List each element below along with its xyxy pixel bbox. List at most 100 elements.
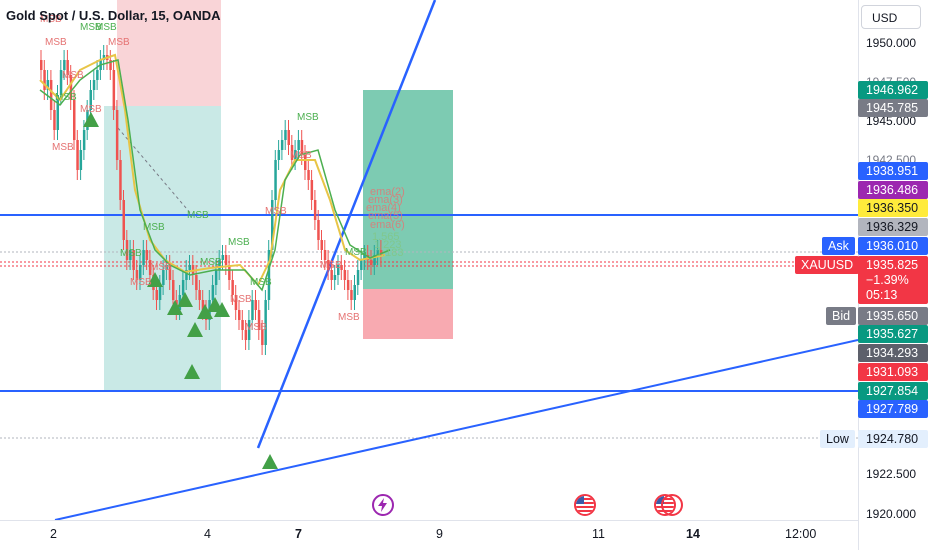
msb-label: MSB bbox=[245, 322, 267, 333]
msb-label: MSB bbox=[290, 150, 312, 161]
candle-body bbox=[353, 285, 356, 300]
candle-body bbox=[218, 260, 221, 270]
candle-body bbox=[56, 95, 59, 130]
moving-average-yellow bbox=[39, 53, 386, 287]
candle-body bbox=[267, 250, 271, 300]
price-label-hline: 1927.789 bbox=[858, 400, 928, 418]
msb-label: MSB bbox=[187, 210, 209, 221]
candle-body bbox=[274, 160, 277, 200]
candle-body bbox=[231, 280, 234, 295]
symbol-title[interactable]: Gold Spot / U.S. Dollar, 15, OANDA bbox=[6, 8, 221, 23]
time-label: 12:00 bbox=[785, 527, 817, 541]
price-label: 1934.293 bbox=[858, 344, 928, 362]
msb-label: MSB bbox=[45, 37, 67, 48]
msb-label: MSB bbox=[228, 237, 250, 248]
price-label: 1935.627 bbox=[858, 325, 928, 343]
candle-body bbox=[304, 155, 307, 170]
candle-body bbox=[79, 150, 83, 170]
time-axis[interactable] bbox=[0, 520, 858, 550]
msb-label: MSB bbox=[265, 206, 287, 217]
candle-body bbox=[234, 295, 238, 310]
candle-body bbox=[115, 110, 119, 160]
candle-body bbox=[241, 320, 244, 330]
candle-body bbox=[224, 255, 228, 265]
price-label: 1936.329 bbox=[858, 218, 928, 236]
red-zone-top bbox=[117, 0, 221, 106]
candle-body bbox=[251, 300, 254, 320]
price-label: 1936.486 bbox=[858, 181, 928, 199]
msb-label: MSB bbox=[108, 37, 130, 48]
candle-body bbox=[142, 250, 145, 265]
long-position-loss[interactable] bbox=[363, 289, 453, 339]
candle-body bbox=[155, 290, 158, 300]
candle-body bbox=[287, 130, 290, 145]
candle-body bbox=[145, 250, 149, 260]
msb-labels: MSBMSBMSBMSBMSBMSBMSBMSBMSBMSBMSBMSBMSBM… bbox=[40, 14, 367, 333]
bid-price-label: 1935.650 bbox=[858, 307, 928, 325]
candle-body bbox=[280, 140, 284, 150]
us-flag-event-icon[interactable] bbox=[574, 494, 596, 516]
price-tick: 1922.500 bbox=[866, 467, 917, 481]
candle-body bbox=[307, 170, 310, 180]
trendline-rising[interactable] bbox=[54, 339, 858, 520]
candle-body bbox=[129, 250, 132, 260]
candle-body bbox=[360, 260, 363, 270]
candle-body bbox=[379, 250, 383, 255]
bar-countdown: 05:13 bbox=[866, 288, 898, 302]
candle-body bbox=[257, 310, 261, 330]
candle-body bbox=[238, 310, 241, 320]
candle-body bbox=[122, 200, 125, 240]
buy-triangle-icon bbox=[167, 300, 183, 315]
event-icon-stack[interactable] bbox=[661, 494, 683, 516]
candle-body bbox=[53, 110, 56, 130]
low-price-label: 1924.780 bbox=[858, 430, 928, 448]
candle-body bbox=[333, 275, 337, 280]
ask-price-label: 1936.010 bbox=[858, 237, 928, 255]
currency-button[interactable]: USD bbox=[861, 5, 921, 29]
candle-body bbox=[195, 275, 198, 290]
price-chart[interactable]: MSBMSBMSBMSBMSBMSBMSBMSBMSBMSBMSBMSBMSBM… bbox=[0, 0, 858, 520]
msb-label: MSB bbox=[95, 22, 117, 33]
msb-label: MSB bbox=[297, 112, 319, 123]
candle-body bbox=[350, 290, 353, 300]
candle-body bbox=[343, 270, 347, 280]
candle-body bbox=[320, 240, 323, 250]
candle-body bbox=[363, 255, 366, 260]
candle-body bbox=[172, 280, 175, 300]
svg-text:ema(6): ema(6) bbox=[370, 219, 405, 231]
msb-label: MSB bbox=[80, 104, 102, 115]
msb-label: MSB bbox=[320, 260, 342, 271]
candle-body bbox=[356, 270, 360, 285]
svg-text:1.183: 1.183 bbox=[376, 247, 404, 259]
buy-signal-markers bbox=[83, 112, 278, 469]
candle-body bbox=[119, 160, 122, 200]
candle-body bbox=[40, 60, 43, 70]
candle-body bbox=[125, 240, 129, 260]
lightning-event-icon[interactable] bbox=[372, 494, 394, 516]
msb-label: MSB bbox=[338, 312, 360, 323]
candle-body bbox=[139, 265, 142, 280]
candle-body bbox=[340, 265, 343, 270]
svg-text:ema(3): ema(3) bbox=[368, 194, 403, 206]
candle-body bbox=[346, 280, 350, 290]
candle-body bbox=[323, 250, 327, 260]
candle-body bbox=[188, 265, 191, 270]
candle-body bbox=[201, 300, 205, 310]
buy-triangle-icon bbox=[177, 292, 193, 307]
candle-body bbox=[168, 265, 172, 280]
candle-body bbox=[46, 80, 50, 90]
candle-body bbox=[310, 180, 314, 200]
trendline-steep[interactable] bbox=[256, 0, 437, 449]
ask-tag: Ask bbox=[822, 237, 855, 255]
low-tag: Low bbox=[820, 430, 855, 448]
last-price-block: 1935.825 −1.39% 05:13 bbox=[858, 256, 928, 304]
candle-body bbox=[284, 130, 287, 140]
candle-body bbox=[96, 70, 99, 80]
price-tick: 1945.000 bbox=[866, 114, 917, 128]
last-price-value: 1935.825 bbox=[866, 258, 919, 272]
candle-body bbox=[261, 330, 264, 345]
candle-body bbox=[92, 80, 96, 90]
msb-label: MSB bbox=[80, 22, 102, 33]
msb-label: MSB bbox=[150, 262, 172, 273]
candle-body bbox=[63, 60, 66, 70]
